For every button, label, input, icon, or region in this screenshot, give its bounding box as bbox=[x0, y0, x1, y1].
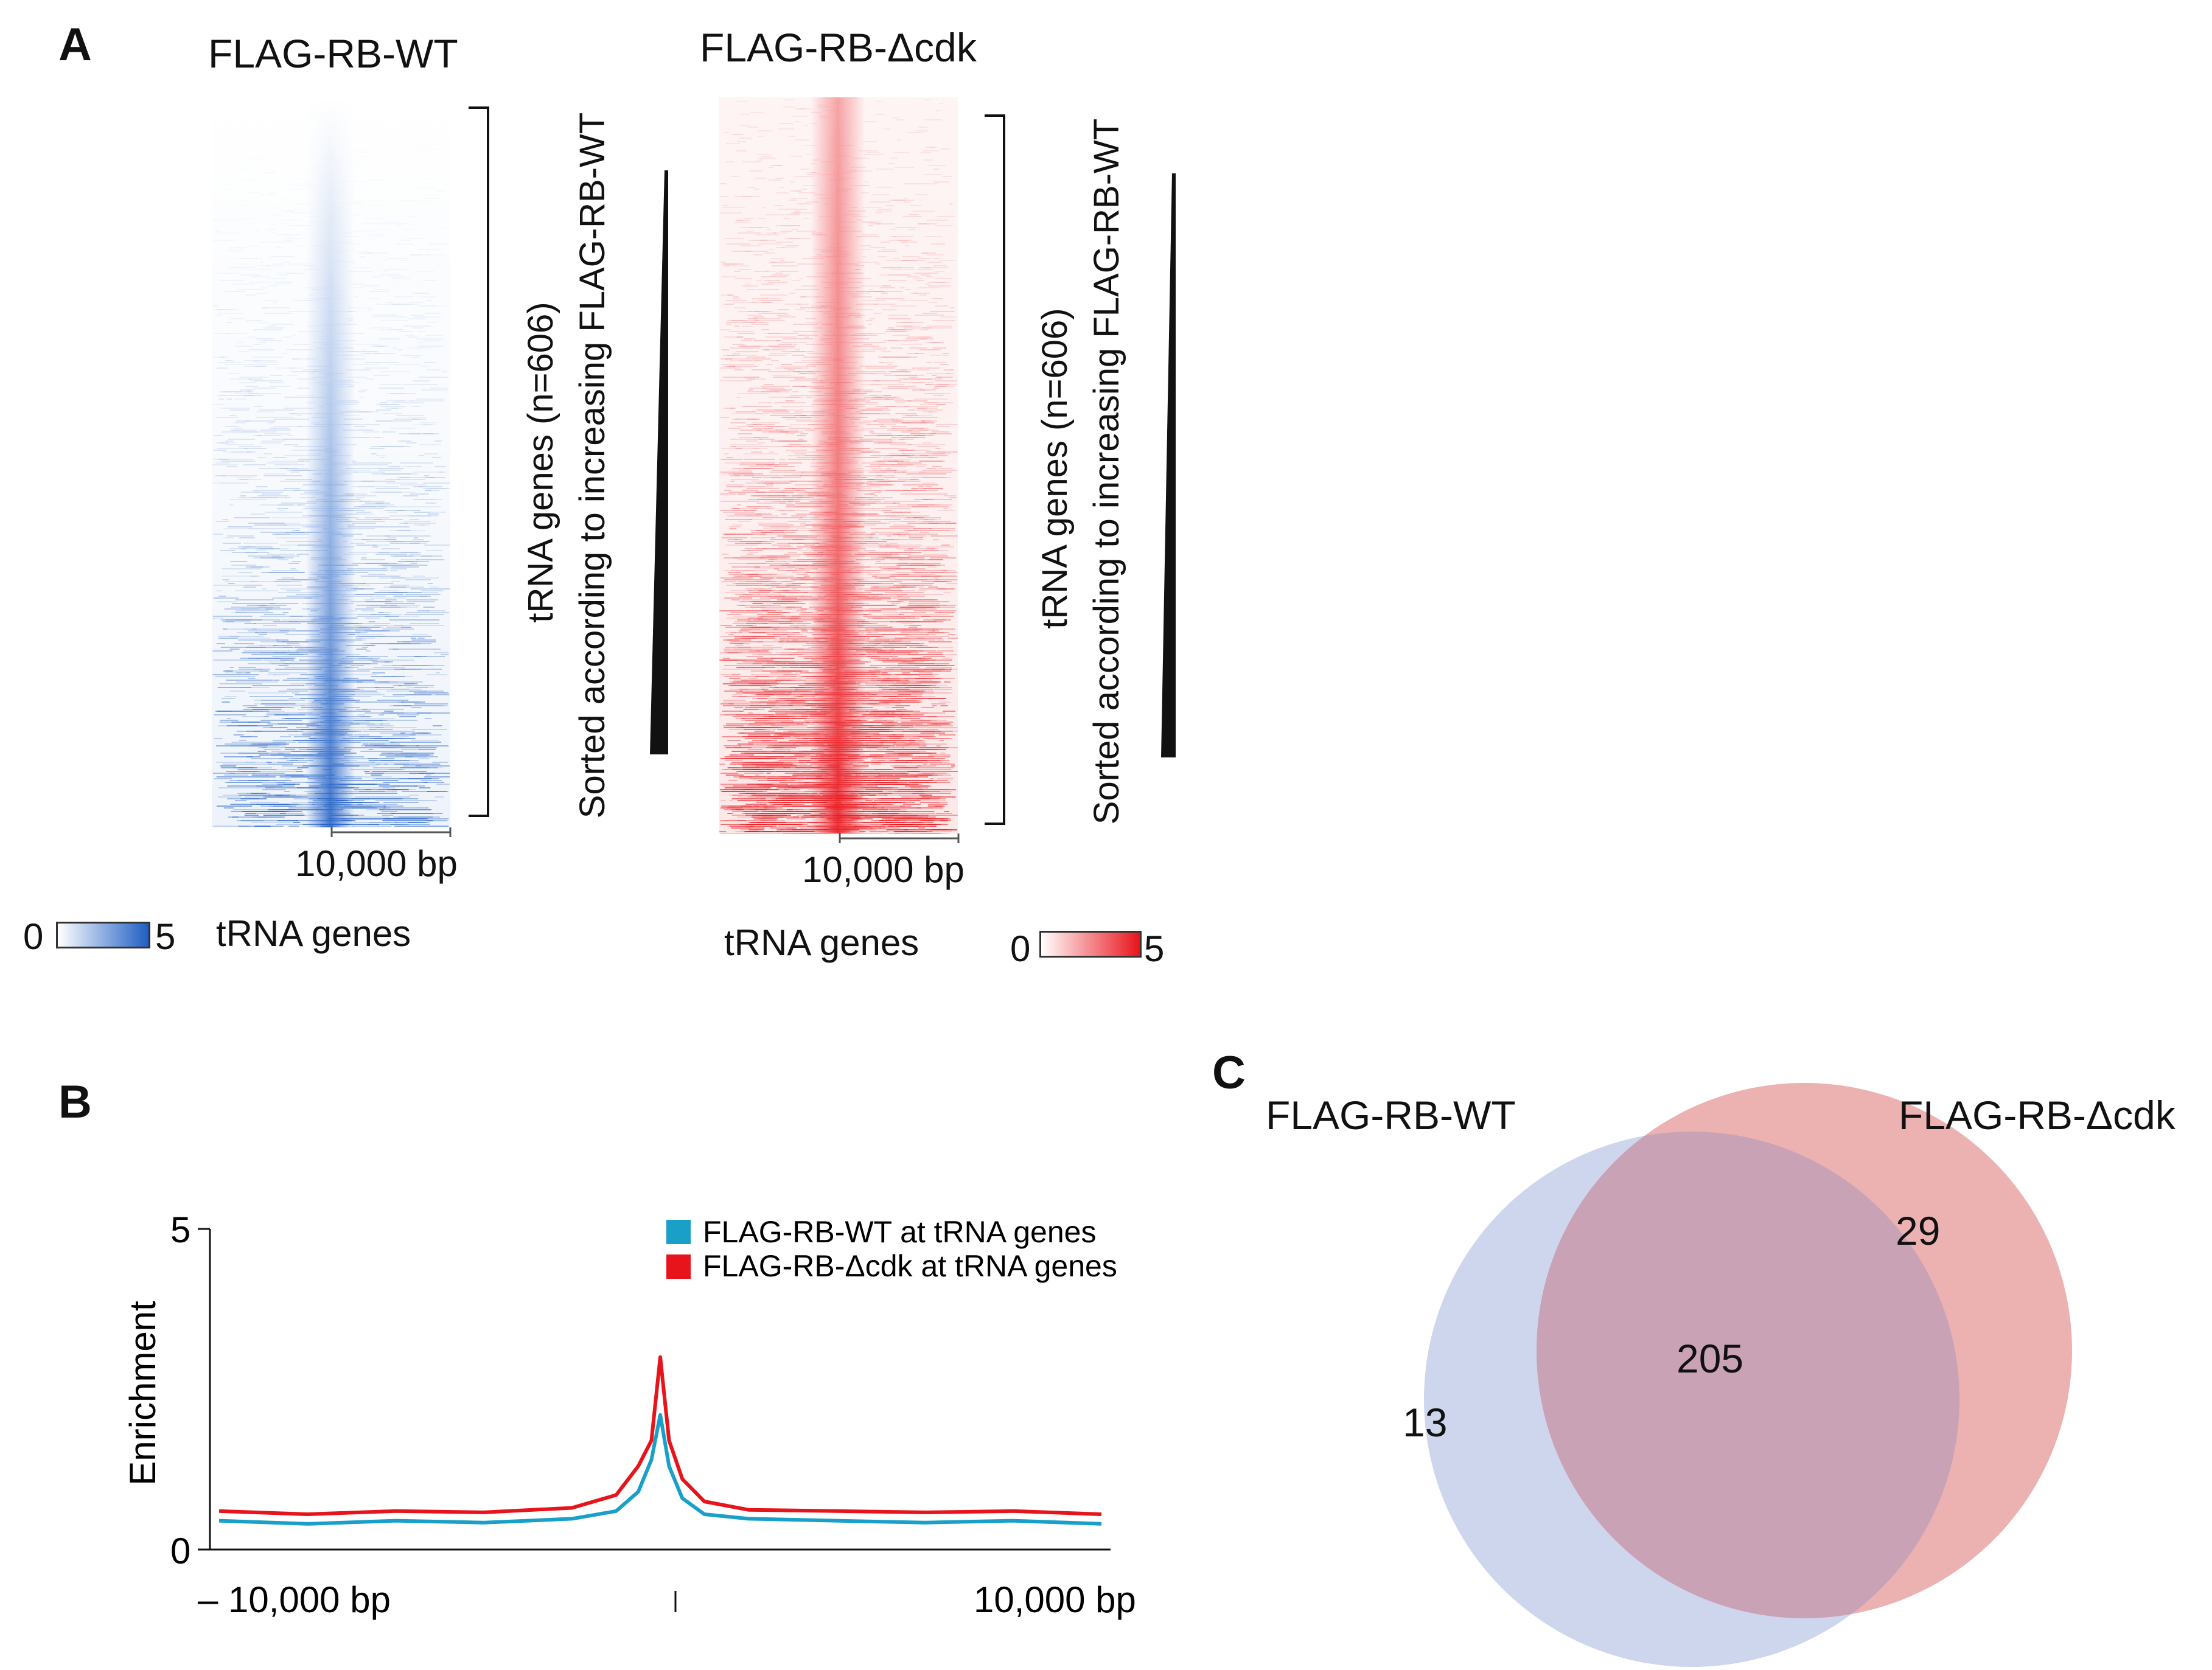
panel-a-letter: A bbox=[58, 19, 92, 71]
wt-cbar-min: 0 bbox=[23, 916, 44, 957]
wt-heatmap bbox=[212, 97, 450, 827]
wt-bracket bbox=[469, 106, 489, 817]
dcdk-heatmap-title: FLAG-RB-Δcdk bbox=[700, 25, 977, 70]
wt-wedge bbox=[650, 170, 668, 754]
wt-scale-bar bbox=[330, 827, 452, 837]
wt-ylabel-line2: Sorted according to increasing FLAG-RB-W… bbox=[573, 112, 612, 819]
wt-xlabel: tRNA genes bbox=[216, 913, 411, 954]
wt-scale-label: 10,000 bp bbox=[295, 843, 458, 884]
dcdk-heatmap bbox=[719, 97, 958, 833]
wt-colorbar bbox=[56, 922, 150, 948]
wt-ylabel-line1: tRNA genes (n=606) bbox=[521, 302, 560, 623]
wt-cbar-max: 5 bbox=[155, 916, 176, 957]
wt-heatmap-title: FLAG-RB-WT bbox=[208, 31, 458, 76]
